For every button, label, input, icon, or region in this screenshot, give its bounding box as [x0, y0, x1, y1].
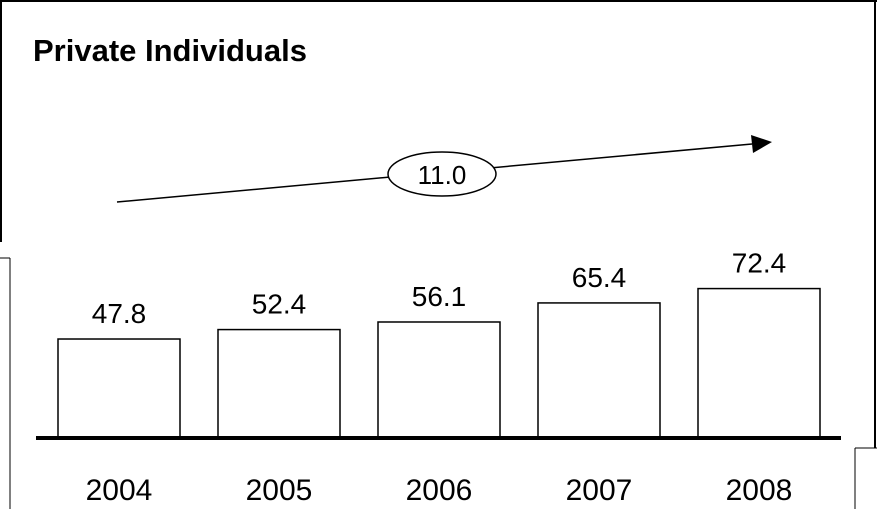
bar-2006: [378, 322, 500, 437]
data-label-2008: 72.4: [732, 248, 787, 279]
chart-title: Private Individuals: [33, 33, 307, 68]
x-tick-label-2005: 2005: [246, 474, 313, 507]
growth-arrow: 11.0: [117, 135, 772, 202]
data-label-2006: 56.1: [412, 281, 467, 312]
data-label-2005: 52.4: [252, 289, 307, 320]
x-tick-label-2007: 2007: [566, 474, 633, 507]
data-labels-group: 47.8 52.4 56.1 65.4 72.4: [92, 248, 787, 329]
bar-2007: [538, 303, 660, 437]
bar-2004: [58, 339, 180, 437]
x-tick-label-2008: 2008: [726, 474, 793, 507]
x-tick-label-2004: 2004: [86, 474, 153, 507]
bar-2005: [218, 330, 340, 437]
data-label-2004: 47.8: [92, 298, 147, 329]
growth-label: 11.0: [418, 160, 467, 190]
x-tick-label-2006: 2006: [406, 474, 473, 507]
bar-2008: [698, 289, 820, 437]
growth-arrow-head: [751, 135, 772, 153]
x-tick-labels-group: 2004 2005 2006 2007 2008: [86, 474, 793, 507]
data-label-2007: 65.4: [572, 262, 627, 293]
